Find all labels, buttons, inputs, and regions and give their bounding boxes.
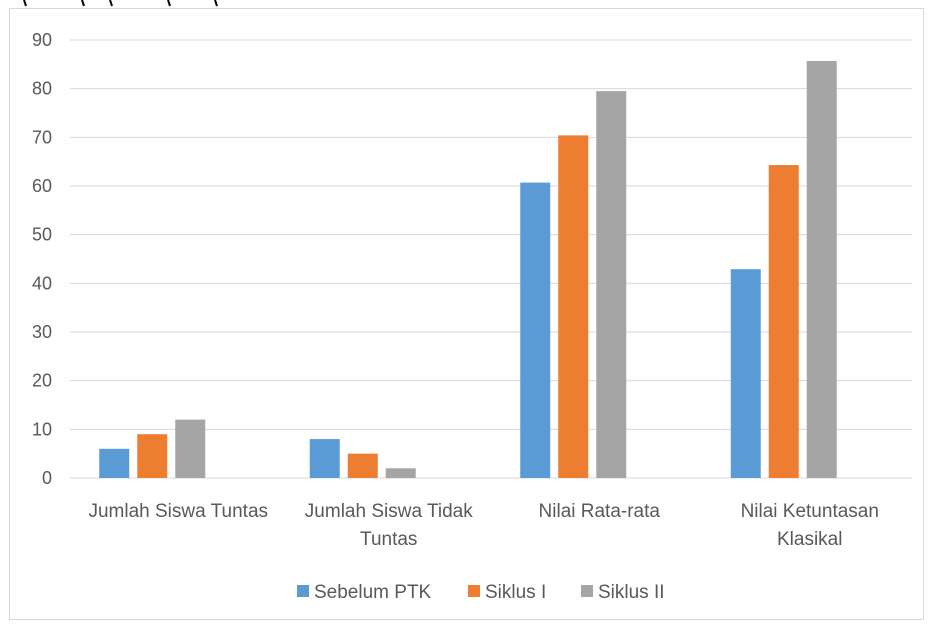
y-tick-label: 60 (32, 176, 52, 196)
legend-label: Sebelum PTK (314, 582, 432, 603)
legend-swatch (297, 585, 309, 597)
bar (730, 269, 761, 478)
bar (137, 434, 168, 478)
bar (175, 419, 206, 478)
y-tick-label: 10 (32, 419, 52, 439)
y-tick-label: 80 (32, 79, 52, 99)
bar (309, 439, 340, 478)
legend-swatch (468, 585, 480, 597)
y-tick-label: 20 (32, 371, 52, 391)
y-tick-label: 50 (32, 225, 52, 245)
legend: Sebelum PTK Siklus I Siklus II (297, 582, 665, 603)
bar (806, 60, 837, 478)
bar (385, 468, 416, 478)
x-tick-label: Jumlah Siswa Tidak (305, 501, 473, 522)
bar (99, 448, 130, 478)
bar (768, 165, 799, 478)
cropped-caption-strokes (23, 0, 218, 7)
x-tick-label: Tuntas (360, 529, 417, 550)
y-tick-label: 0 (42, 468, 52, 488)
bars (99, 60, 837, 479)
x-tick-label: Jumlah Siswa Tuntas (88, 501, 268, 522)
bar (520, 182, 551, 479)
bar (347, 453, 378, 478)
cropped-caption-fragment (0, 0, 928, 8)
y-tick-label: 70 (32, 127, 52, 147)
x-tick-label: Nilai Rata-rata (539, 501, 661, 522)
y-axis-ticks: 0 10 20 30 40 50 60 70 80 90 (32, 30, 52, 488)
y-tick-label: 30 (32, 322, 52, 342)
legend-label: Siklus II (598, 582, 665, 603)
x-axis-labels: Jumlah Siswa Tuntas Jumlah Siswa Tidak Tun… (88, 501, 878, 550)
legend-label: Siklus I (485, 582, 546, 603)
y-tick-label: 40 (32, 273, 52, 293)
legend-swatch (581, 585, 593, 597)
bar (558, 135, 589, 479)
bar (596, 91, 627, 478)
x-tick-label: Nilai Ketuntasan (741, 501, 879, 522)
y-tick-label: 90 (32, 30, 52, 50)
x-tick-label: Klasikal (777, 529, 842, 550)
